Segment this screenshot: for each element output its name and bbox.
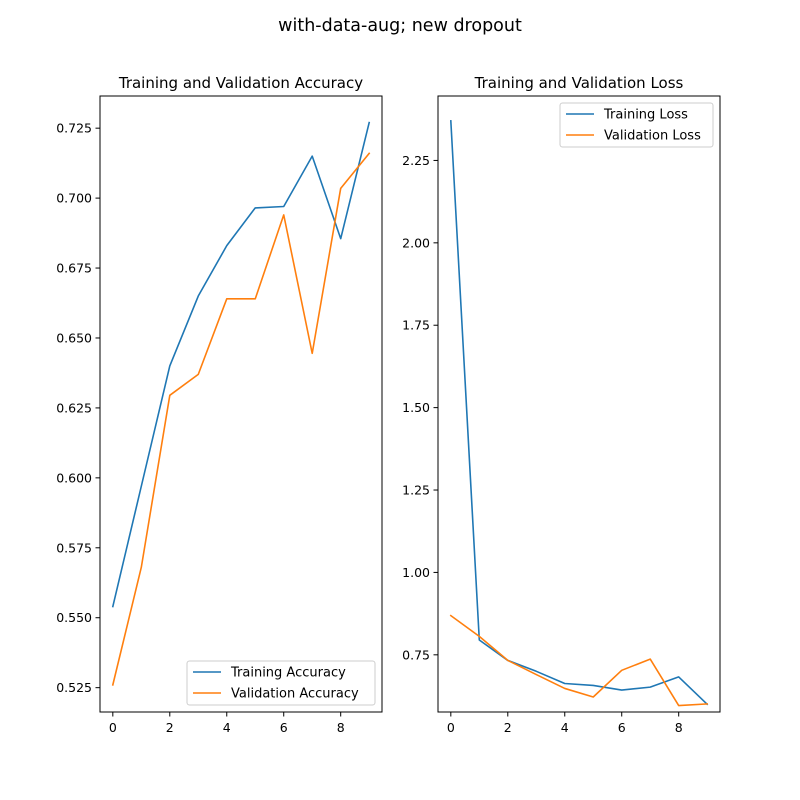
loss-y-tick-label: 1.00 [402, 565, 430, 580]
accuracy-y-tick-label: 0.675 [56, 261, 92, 276]
accuracy-legend: Training Accuracy Validation Accuracy [186, 660, 376, 706]
loss-y-tick-label: 2.00 [402, 235, 430, 250]
loss-legend-label: Validation Loss [604, 129, 701, 144]
accuracy-x-tick-label: 4 [223, 720, 231, 735]
loss-legend-label: Training Loss [603, 108, 688, 123]
accuracy-axes-frame [99, 95, 383, 713]
loss-legend-frame [559, 102, 714, 148]
accuracy-x-tick-label: 0 [109, 720, 117, 735]
loss-y-tick-label: 2.25 [402, 153, 430, 168]
loss-y-tick-label: 0.75 [402, 647, 430, 662]
accuracy-legend-label: Validation Accuracy [231, 687, 359, 702]
accuracy-y-tick-label: 0.550 [56, 610, 92, 625]
accuracy-legend-label: Training Accuracy [230, 666, 346, 681]
accuracy-x-tick-label: 2 [166, 720, 174, 735]
loss-legend: Training Loss Validation Loss [559, 102, 714, 148]
accuracy-y-tick-label: 0.725 [56, 121, 92, 136]
loss-x-tick-label: 4 [561, 720, 569, 735]
accuracy-y-tick-label: 0.600 [56, 470, 92, 485]
loss-x-tick-label: 8 [675, 720, 683, 735]
loss-x-tick-label: 0 [447, 720, 455, 735]
loss-x-tick-label: 2 [504, 720, 512, 735]
accuracy-legend-frame [186, 660, 376, 706]
loss-y-tick-label: 1.75 [402, 318, 430, 333]
loss-series-validation-loss [449, 614, 709, 707]
accuracy-series-validation-accuracy [111, 152, 371, 686]
loss-y-tick-label: 1.25 [402, 483, 430, 498]
accuracy-y-tick-label: 0.625 [56, 400, 92, 415]
accuracy-y-tick-label: 0.575 [56, 540, 92, 555]
loss-y-tick-label: 1.50 [402, 400, 430, 415]
accuracy-series-training-accuracy [111, 121, 371, 608]
accuracy-x-tick-label: 8 [337, 720, 345, 735]
loss-chart: Training and Validation Loss 0 2 4 6 8 0.75 1.0… [402, 74, 721, 735]
accuracy-y-tick-label: 0.700 [56, 191, 92, 206]
loss-axes-frame [437, 95, 721, 713]
loss-x-tick-label: 6 [618, 720, 626, 735]
accuracy-chart-title: Training and Validation Accuracy [118, 74, 363, 92]
accuracy-chart: Training and Validation Accuracy 0 2 4 6 8 0.5… [56, 74, 383, 735]
loss-chart-title: Training and Validation Loss [474, 74, 684, 92]
accuracy-x-tick-label: 6 [280, 720, 288, 735]
accuracy-y-tick-label: 0.650 [56, 330, 92, 345]
figure-suptitle: with-data-aug; new dropout [278, 16, 522, 36]
accuracy-y-tick-label: 0.525 [56, 680, 92, 695]
loss-series-training-loss [449, 120, 709, 706]
